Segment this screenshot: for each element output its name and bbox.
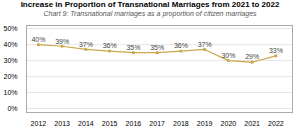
- svg-text:37%: 37%: [198, 41, 212, 48]
- svg-text:33%: 33%: [269, 48, 283, 55]
- svg-text:2020: 2020: [221, 121, 237, 127]
- svg-text:37%: 37%: [79, 41, 93, 48]
- svg-text:2013: 2013: [54, 121, 70, 127]
- svg-text:2022: 2022: [268, 121, 284, 127]
- svg-text:2018: 2018: [173, 121, 189, 127]
- svg-text:10%: 10%: [3, 89, 17, 96]
- svg-text:2014: 2014: [78, 121, 94, 127]
- svg-text:2015: 2015: [102, 121, 118, 127]
- svg-text:50%: 50%: [3, 25, 17, 32]
- svg-text:39%: 39%: [55, 38, 69, 45]
- svg-text:20%: 20%: [3, 73, 17, 80]
- svg-text:35%: 35%: [150, 44, 164, 51]
- svg-text:2012: 2012: [31, 121, 47, 127]
- svg-text:2016: 2016: [126, 121, 142, 127]
- svg-text:35%: 35%: [126, 44, 140, 51]
- svg-text:2021: 2021: [244, 121, 260, 127]
- svg-text:30%: 30%: [221, 52, 235, 59]
- svg-text:40%: 40%: [3, 41, 17, 48]
- svg-text:36%: 36%: [174, 43, 188, 50]
- svg-text:30%: 30%: [3, 57, 17, 64]
- html-text:Chart 9: Transnational marriag: Chart 9: Transnational marriages as a pr…: [43, 9, 257, 17]
- svg-text:40%: 40%: [31, 36, 45, 43]
- svg-text:2019: 2019: [197, 121, 213, 127]
- svg-text:29%: 29%: [245, 54, 259, 61]
- svg-text:36%: 36%: [103, 43, 117, 50]
- svg-text:2017: 2017: [149, 121, 165, 127]
- html-text:Increase in Proportion of Tran: Increase in Proportion of Transnational …: [20, 0, 280, 9]
- svg-text:0%: 0%: [7, 105, 17, 112]
